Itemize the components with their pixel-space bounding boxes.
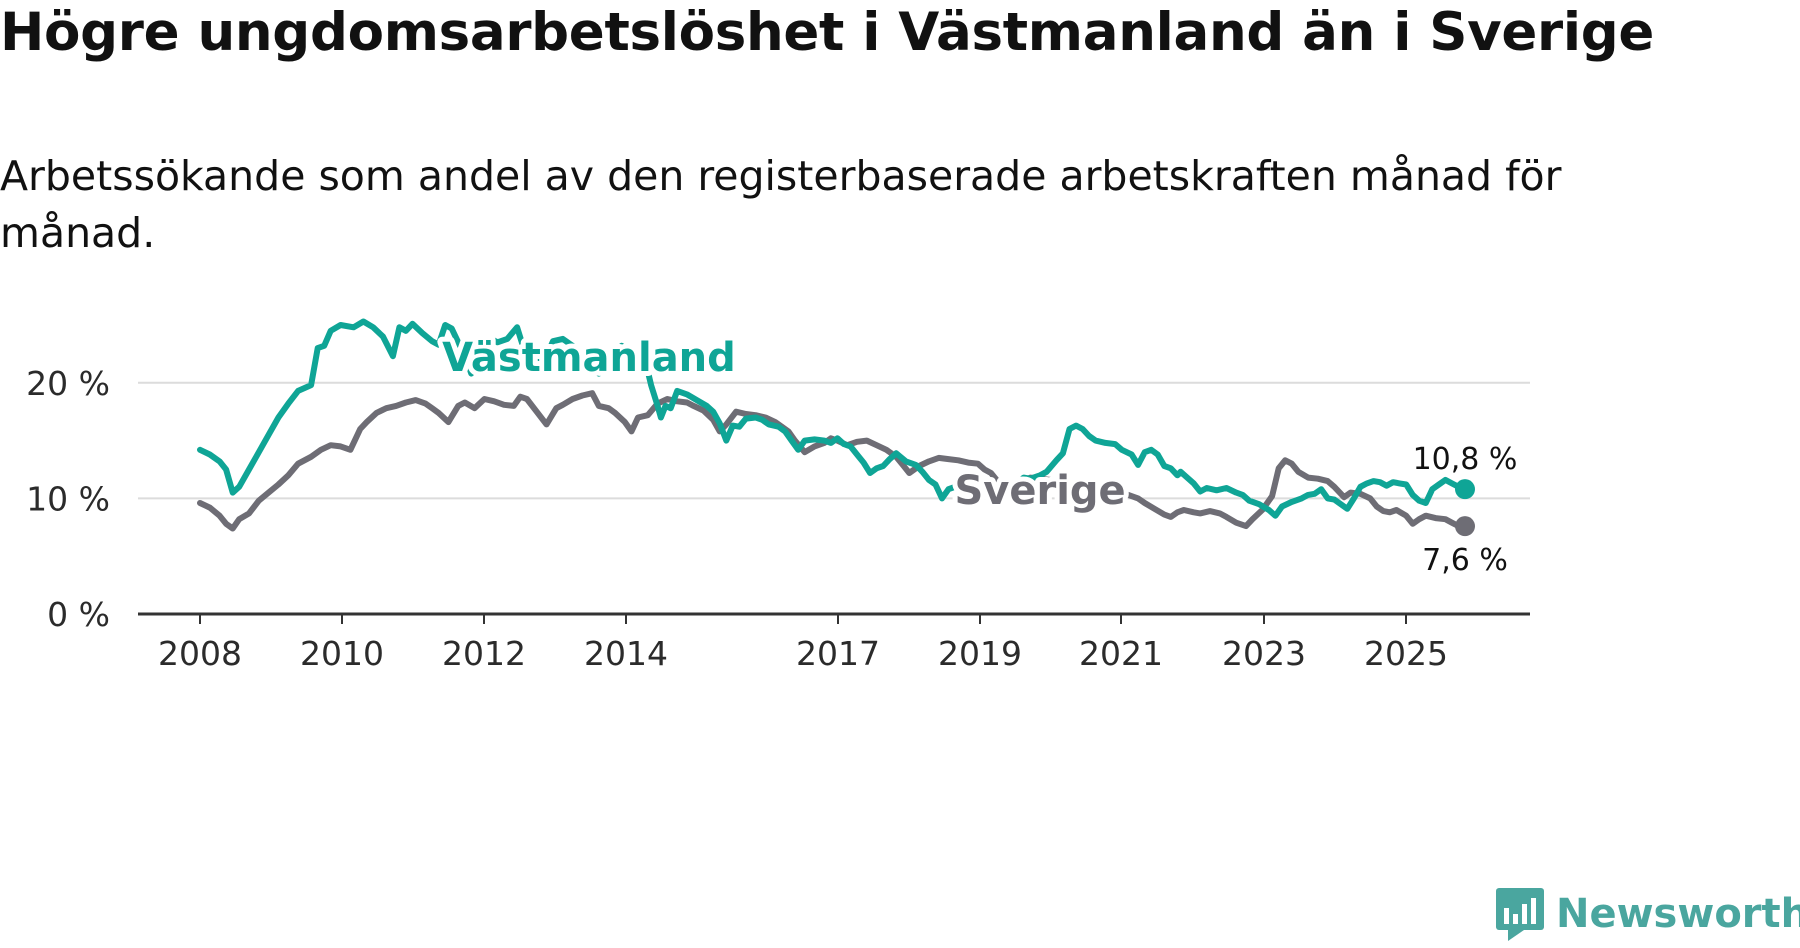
chart-title: Högre ungdomsarbetslöshet i Västmanland … — [0, 2, 1655, 63]
x-tick-label: 2025 — [1364, 634, 1448, 673]
newsworthy-logo: Newsworthy — [1494, 886, 1800, 942]
newsworthy-logo-icon — [1496, 888, 1544, 941]
x-tick-label: 2017 — [796, 634, 880, 673]
series-line-sverige — [197, 390, 1468, 532]
series-lines — [197, 318, 1475, 537]
y-tick-label: 0 % — [47, 595, 110, 634]
x-axis: 2008 2010 2012 2014 2017 2019 2021 2023 2025 — [138, 612, 1530, 673]
series-label: Sverige — [954, 468, 1125, 514]
end-value-label: 10,8 % — [1413, 442, 1518, 477]
x-tick-label: 2010 — [300, 634, 384, 673]
series-label-halo: Västmanland — [442, 335, 736, 381]
end-value-label: 7,6 % — [1422, 543, 1508, 578]
x-tick-label: 2012 — [442, 634, 526, 673]
series-labels: VästmanlandVästmanlandSverigeSverige10,8… — [437, 330, 1518, 578]
y-tick-label: 20 % — [26, 364, 110, 403]
chart-subtitle: Arbetssökande som andel av den registerb… — [0, 152, 1562, 257]
y-tick-label: 10 % — [26, 479, 110, 518]
series-line-västmanland — [197, 318, 1468, 519]
series-end-marker — [1455, 516, 1475, 537]
x-tick-label: 2019 — [938, 634, 1022, 673]
brand-name: Newsworthy — [1556, 891, 1800, 937]
x-tick-label: 2023 — [1222, 634, 1306, 673]
x-tick-label: 2008 — [158, 634, 242, 673]
series-end-marker — [1455, 479, 1475, 500]
x-tick-label: 2021 — [1079, 634, 1163, 673]
series-label: Västmanland — [442, 335, 736, 381]
series-label-halo: Sverige — [954, 468, 1125, 514]
x-tick-label: 2014 — [584, 634, 668, 673]
